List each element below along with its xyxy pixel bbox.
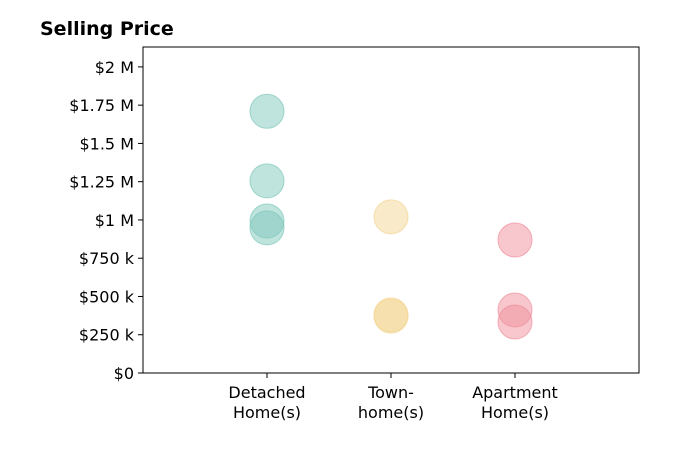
point [497, 304, 533, 340]
point [373, 199, 409, 235]
x-tick-label: Town-home(s) [358, 383, 424, 422]
chart-title: Selling Price [40, 18, 174, 40]
y-tick-label: $250 k [79, 326, 135, 345]
y-tick-label: $1.75 M [69, 96, 134, 115]
x-tick-label: Detached Home(s) [228, 383, 305, 422]
y-tick-label: $2 M [95, 58, 134, 77]
y-tick-label: $1.5 M [79, 134, 134, 153]
point [249, 93, 285, 129]
y-tick-label: $1 M [95, 211, 134, 230]
point [249, 210, 285, 246]
y-tick-label: $750 k [79, 249, 135, 268]
point [497, 222, 533, 258]
x-tick-label: Apartment Home(s) [472, 383, 558, 422]
y-tick-label: $1.25 M [69, 173, 134, 192]
y-tick-label: $500 k [79, 287, 135, 306]
point [249, 163, 285, 199]
y-tick-label: $0 [114, 364, 134, 383]
point [373, 298, 409, 334]
